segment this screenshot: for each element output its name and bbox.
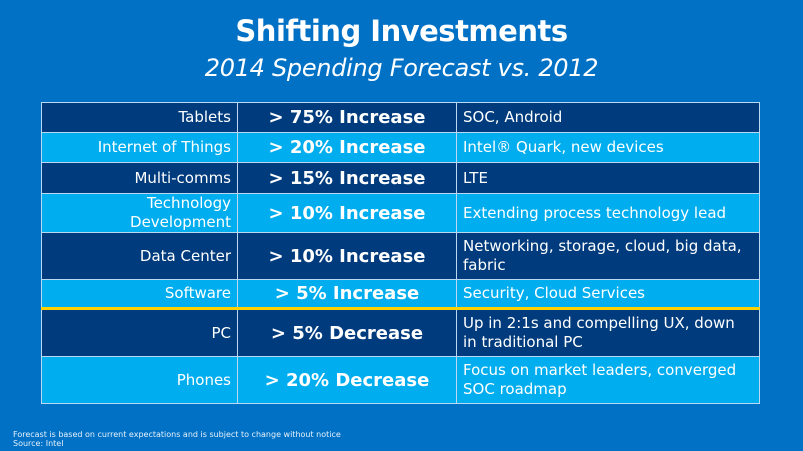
note-cell: Intel® Quark, new devices [456,132,760,163]
note-cell: LTE [456,162,760,194]
change-cell: > 20% Increase [237,132,457,163]
change-cell: > 5% Decrease [237,308,457,357]
table-row: Software > 5% Increase Security, Cloud S… [41,279,760,310]
change-cell: > 5% Increase [237,279,457,310]
slide-subtitle: 2014 Spending Forecast vs. 2012 [204,54,599,82]
note-cell: Security, Cloud Services [456,279,760,310]
table-row: PC > 5% Decrease Up in 2:1s and compelli… [41,308,760,357]
table-row: Internet of Things > 20% Increase Intel®… [41,132,760,163]
change-cell: > 10% Increase [237,232,457,280]
category-cell: PC [41,308,238,357]
source-text: Source: Intel [13,439,64,448]
change-cell: > 15% Increase [237,162,457,194]
change-cell: > 10% Increase [237,193,457,233]
category-cell: Phones [41,356,238,404]
note-cell: SOC, Android [456,102,760,133]
note-cell: Networking, storage, cloud, big data, fa… [456,232,760,280]
table-row: Data Center > 10% Increase Networking, s… [41,232,760,280]
note-cell: Up in 2:1s and compelling UX, down in tr… [456,308,760,357]
category-cell: Multi-comms [41,162,238,194]
table-row: Phones > 20% Decrease Focus on market le… [41,356,760,404]
category-cell: Technology Development [41,193,238,233]
footnote: Forecast is based on current expectation… [13,430,341,448]
category-cell: Data Center [41,232,238,280]
disclaimer-text: Forecast is based on current expectation… [13,430,341,439]
table-row: Multi-comms > 15% Increase LTE [41,162,760,194]
category-cell: Tablets [41,102,238,133]
change-cell: > 20% Decrease [237,356,457,404]
investment-table: Tablets > 75% Increase SOC, Android Inte… [41,102,760,404]
note-cell: Extending process technology lead [456,193,760,233]
category-cell: Internet of Things [41,132,238,163]
category-cell: Software [41,279,238,310]
table-row: Technology Development > 10% Increase Ex… [41,193,760,233]
slide-title: Shifting Investments [235,14,568,48]
change-cell: > 75% Increase [237,102,457,133]
table-row: Tablets > 75% Increase SOC, Android [41,102,760,133]
note-cell: Focus on market leaders, converged SOC r… [456,356,760,404]
